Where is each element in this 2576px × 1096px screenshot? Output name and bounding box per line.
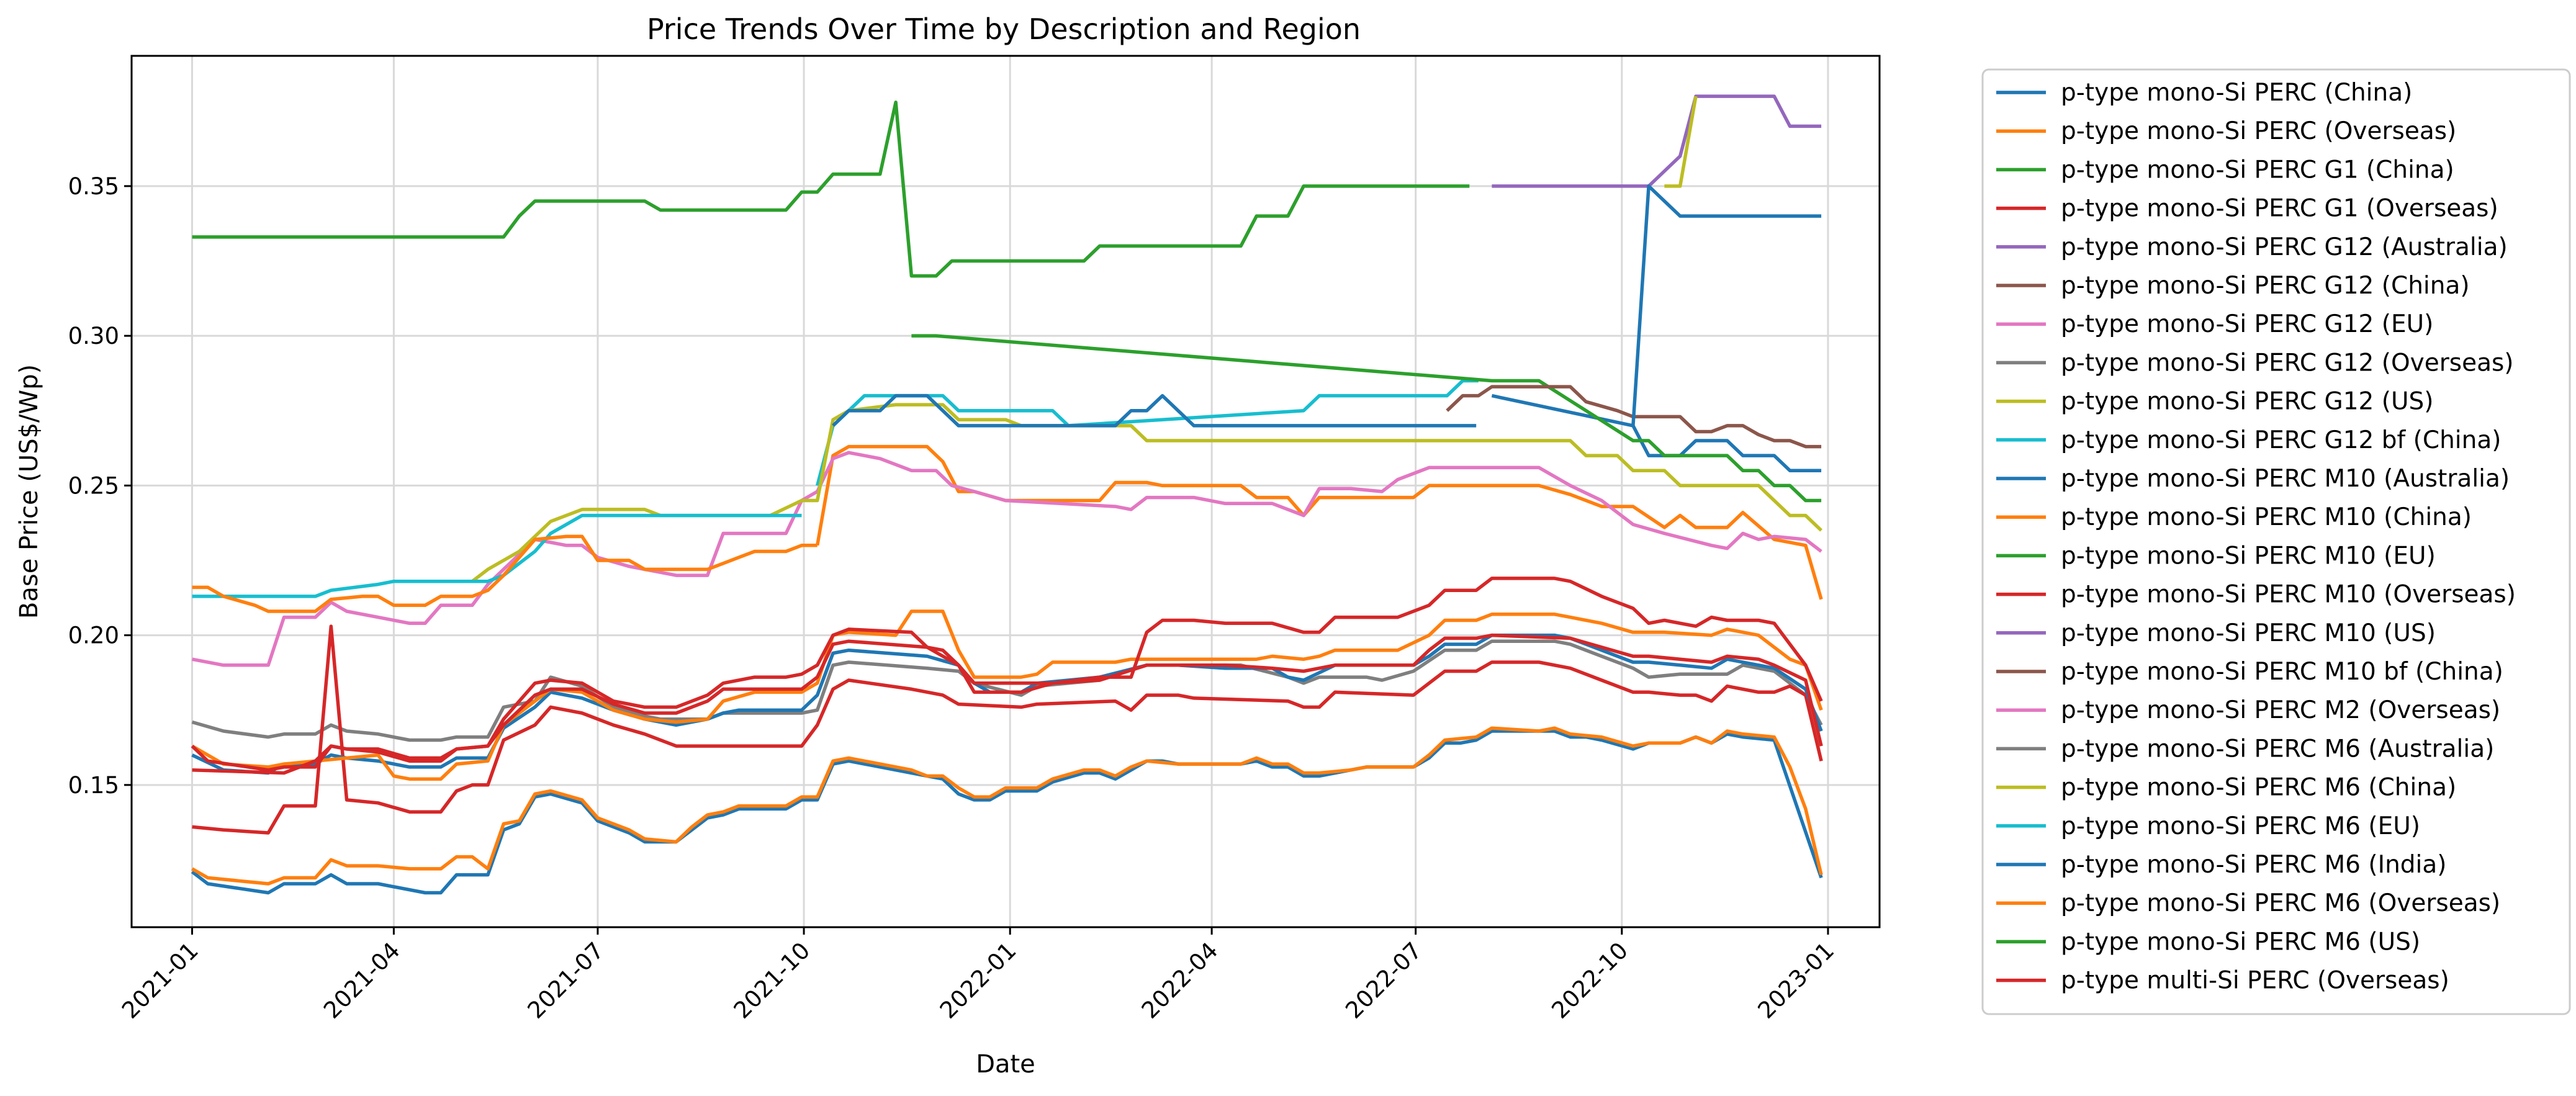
legend-label: p-type mono-Si PERC M10 bf (China) bbox=[2061, 658, 2503, 686]
legend-label: p-type mono-Si PERC G12 bf (China) bbox=[2061, 426, 2501, 454]
series-line-15 bbox=[1446, 385, 1822, 449]
series-line-12 bbox=[911, 334, 1822, 503]
series-lines bbox=[191, 94, 1823, 895]
legend-label: p-type mono-Si PERC M10 (Australia) bbox=[2061, 465, 2510, 493]
chart-title: Price Trends Over Time by Description an… bbox=[647, 12, 1361, 46]
legend-label: p-type mono-Si PERC (China) bbox=[2061, 79, 2412, 107]
series-line-extra-6 bbox=[192, 633, 1823, 775]
x-axis-label: Date bbox=[976, 1050, 1035, 1079]
legend-label: p-type mono-Si PERC M10 (US) bbox=[2061, 619, 2436, 647]
legend-label: p-type mono-Si PERC G12 (US) bbox=[2061, 388, 2433, 416]
series-line-20 bbox=[191, 729, 1823, 895]
legend-label: p-type mono-Si PERC (Overseas) bbox=[2061, 117, 2456, 145]
y-tick-label: 0.30 bbox=[68, 323, 119, 349]
legend-label: p-type mono-Si PERC G12 (Overseas) bbox=[2061, 349, 2514, 377]
legend-label: p-type mono-Si PERC G12 (EU) bbox=[2061, 310, 2433, 338]
series-line-extra-3 bbox=[192, 534, 817, 613]
series-line-extra-4 bbox=[191, 609, 1823, 781]
legend-label: p-type mono-Si PERC G12 (China) bbox=[2061, 272, 2470, 300]
legend: p-type mono-Si PERC (China) p-type mono-S… bbox=[1981, 68, 2571, 1015]
series-line-19 bbox=[192, 513, 802, 598]
series-line-16 bbox=[191, 451, 1822, 667]
legend-label: p-type mono-Si PERC M6 (China) bbox=[2061, 774, 2456, 802]
legend-label: p-type mono-Si PERC M6 (US) bbox=[2061, 928, 2420, 956]
legend-label: p-type mono-Si PERC G1 (China) bbox=[2061, 156, 2454, 184]
legend-label: p-type mono-Si PERC M2 (Overseas) bbox=[2061, 696, 2500, 724]
y-axis-label: Base Price (US$/Wp) bbox=[15, 364, 43, 619]
y-tick-label: 0.35 bbox=[68, 173, 119, 200]
series-line-18 bbox=[471, 403, 1823, 583]
legend-label: p-type mono-Si PERC M6 (Overseas) bbox=[2061, 889, 2500, 917]
series-line-9 bbox=[816, 379, 1479, 487]
legend-label: p-type mono-Si PERC M6 (India) bbox=[2061, 851, 2447, 879]
series-line-extra-1 bbox=[1631, 184, 1822, 426]
legend-label: p-type mono-Si PERC M10 (EU) bbox=[2061, 542, 2436, 570]
legend-label: p-type mono-Si PERC M10 (China) bbox=[2061, 503, 2472, 531]
plot-area-frame bbox=[130, 55, 1881, 928]
legend-box bbox=[1981, 68, 2571, 1015]
y-tick-label: 0.15 bbox=[68, 772, 119, 799]
series-line-23 bbox=[192, 624, 1823, 835]
y-tick-label: 0.20 bbox=[68, 622, 119, 649]
legend-label: p-type mono-Si PERC M10 (Overseas) bbox=[2061, 581, 2516, 609]
series-line-21 bbox=[191, 726, 1823, 886]
series-line-2 bbox=[192, 101, 1470, 278]
series-line-extra-2 bbox=[832, 393, 1477, 428]
y-tick-label: 0.25 bbox=[68, 472, 119, 499]
legend-label: p-type mono-Si PERC G1 (Overseas) bbox=[2061, 195, 2498, 223]
series-line-extra-7 bbox=[1664, 96, 1698, 188]
legend-label: p-type mono-Si PERC M6 (EU) bbox=[2061, 812, 2420, 840]
legend-label: p-type multi-Si PERC (Overseas) bbox=[2061, 967, 2449, 995]
legend-label: p-type mono-Si PERC M6 (Australia) bbox=[2061, 735, 2494, 763]
legend-label: p-type mono-Si PERC G12 (Australia) bbox=[2061, 233, 2508, 261]
